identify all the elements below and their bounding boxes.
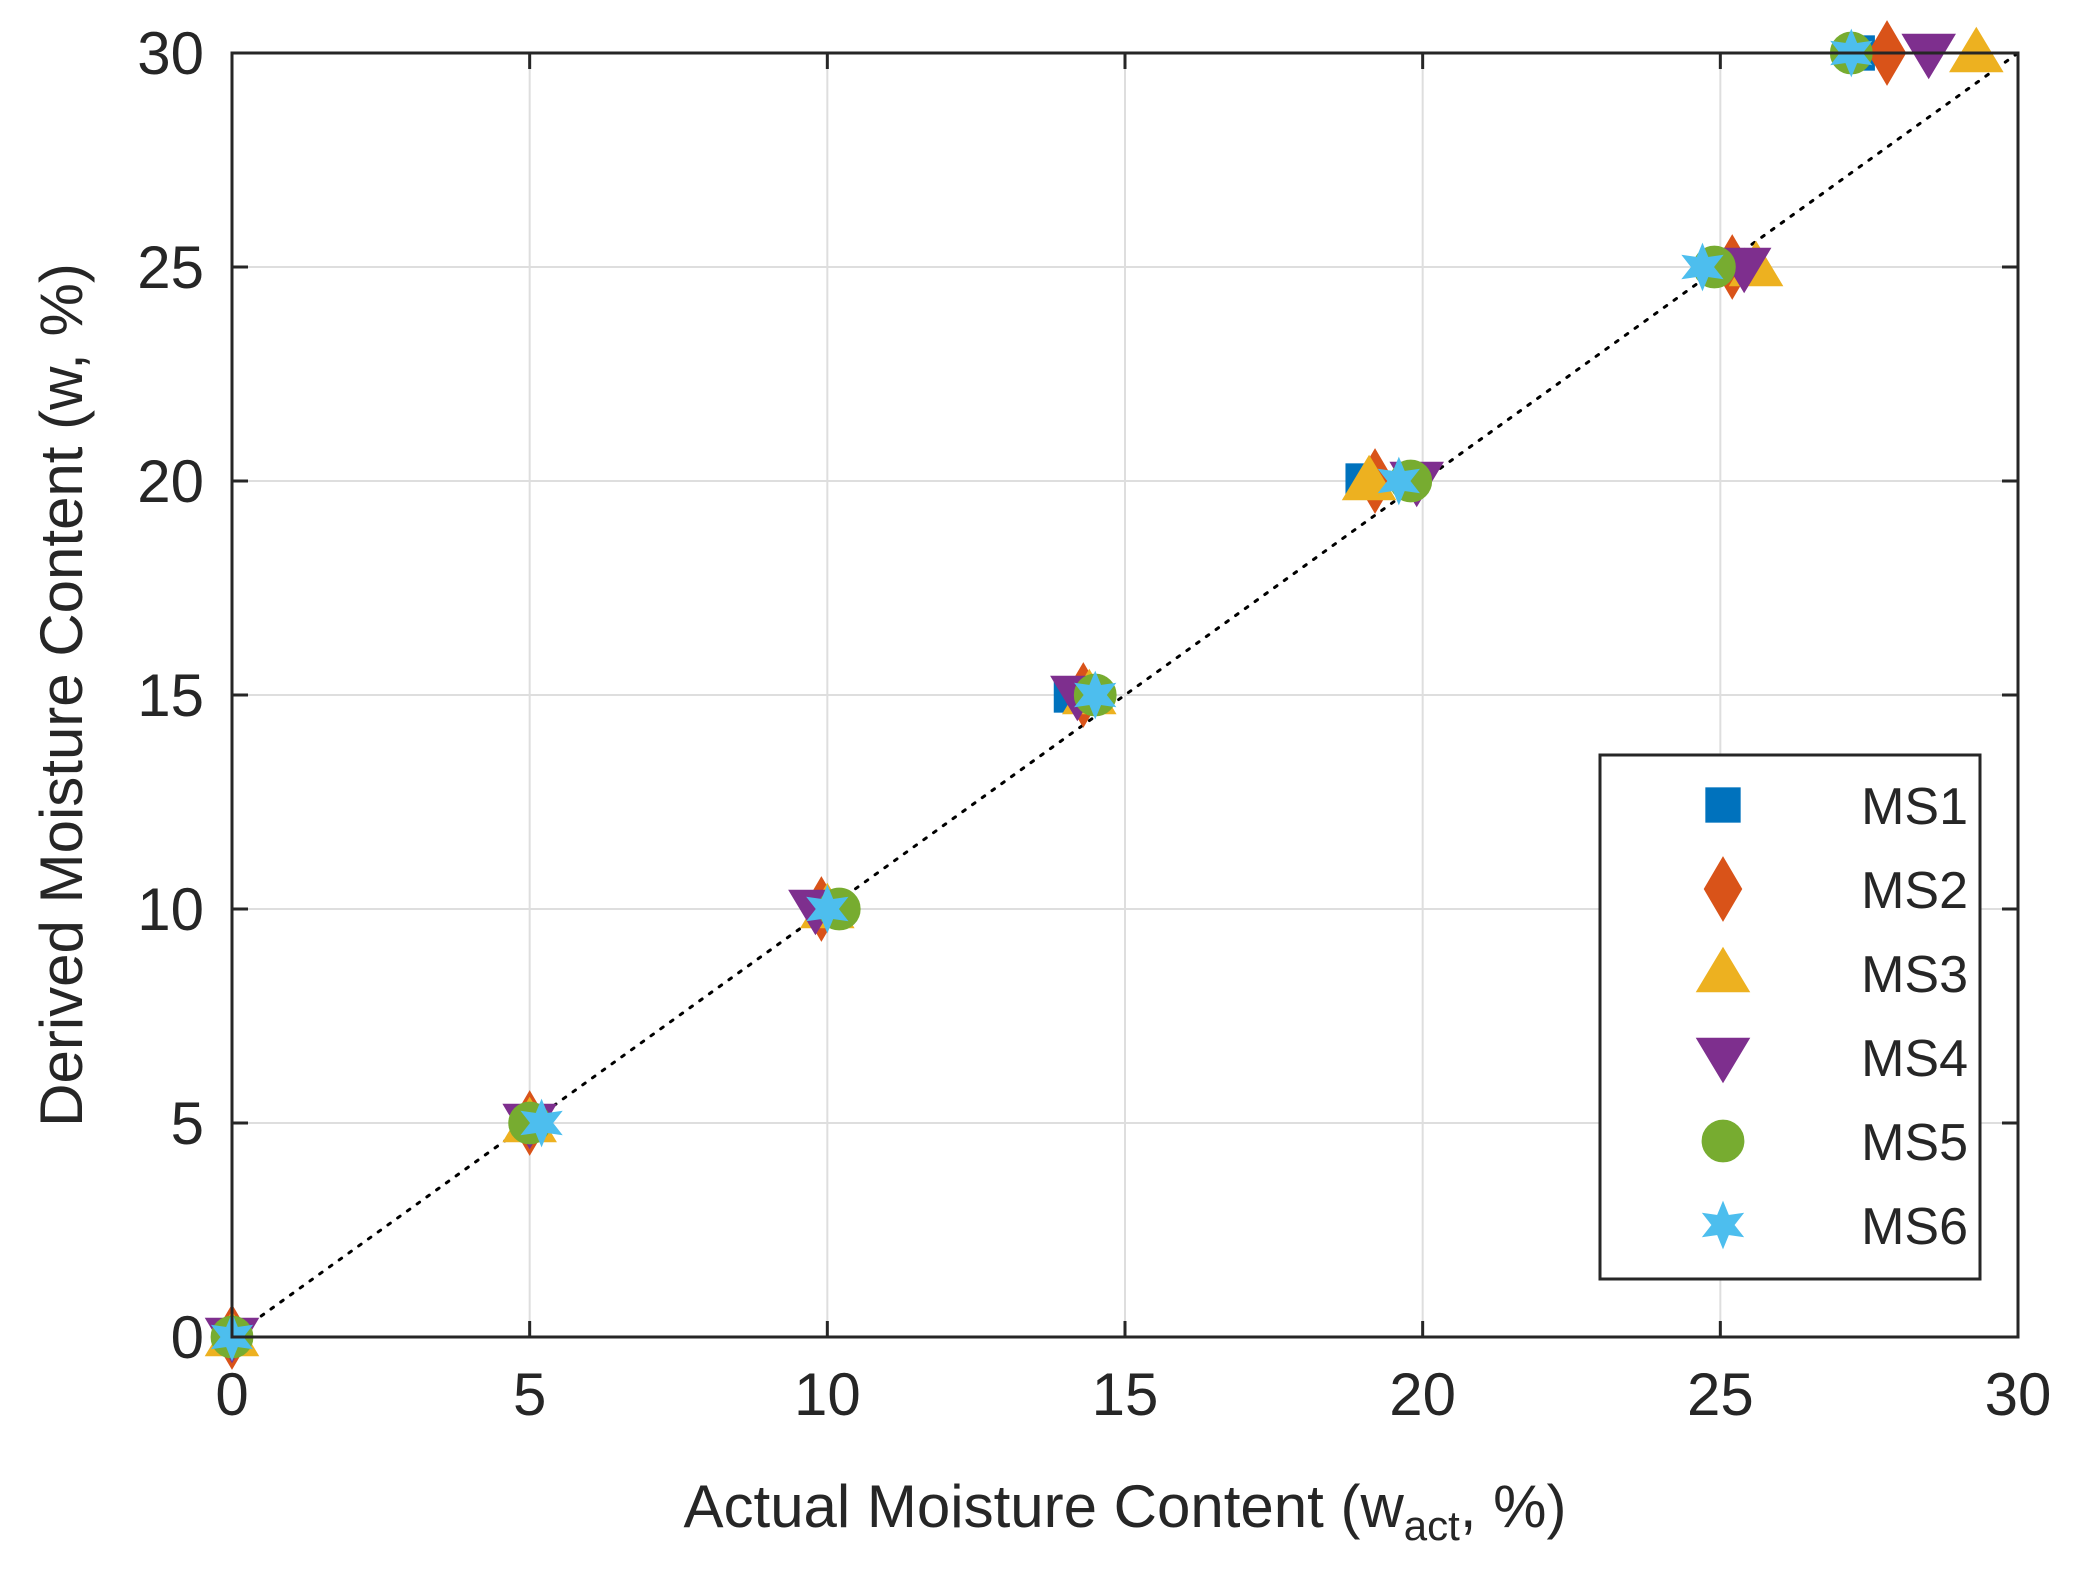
legend-marker-ms3 <box>1695 946 1751 993</box>
legend-label-ms6: MS6 <box>1861 1198 1968 1256</box>
legend-label-ms5: MS5 <box>1861 1114 1968 1172</box>
legend-marker-ms5 <box>1701 1119 1745 1163</box>
legend-item-ms1: MS1 <box>1705 778 1968 836</box>
x-tick-label-6: 30 <box>1985 1361 2052 1428</box>
legend-label-ms1: MS1 <box>1861 778 1968 836</box>
legend-item-ms5: MS5 <box>1701 1114 1968 1172</box>
x-tick-label-1: 5 <box>513 1361 546 1428</box>
legend-box <box>1598 753 1982 1281</box>
y-tick-label-3: 15 <box>137 662 204 729</box>
point-ms4-6 <box>1901 33 1956 80</box>
x-tick-label-2: 10 <box>794 1361 861 1428</box>
legend-label-ms2: MS2 <box>1861 862 1968 920</box>
y-tick-label-5: 25 <box>137 234 204 301</box>
legend-marker-ms4 <box>1695 1037 1751 1084</box>
y-axis-title-tail: , %) <box>28 263 95 370</box>
point-ms6-5 <box>1681 242 1724 292</box>
x-axis-ticks: 0 5 10 15 20 25 30 <box>215 53 2051 1428</box>
x-tick-label-0: 0 <box>215 1361 248 1428</box>
legend-label-ms4: MS4 <box>1861 1030 1968 1088</box>
legend-item-ms4: MS4 <box>1695 1030 1968 1088</box>
y-tick-label-6: 30 <box>137 20 204 87</box>
x-axis-title-main: Actual Moisture Content (w <box>684 1473 1405 1540</box>
x-axis-title-subscript: act <box>1404 1502 1460 1549</box>
legend-marker-ms2 <box>1703 856 1743 922</box>
legend-item-ms6: MS6 <box>1701 1198 1968 1256</box>
point-ms3-6 <box>1949 26 2004 73</box>
y-axis-title-main: Derived Moisture Content (w <box>28 366 95 1127</box>
legend-marker-ms6 <box>1701 1200 1745 1250</box>
y-axis-ticks: 0 5 10 15 20 25 30 <box>137 20 2018 1371</box>
point-ms6-4 <box>1377 456 1421 506</box>
legend-item-ms2: MS2 <box>1703 856 1968 922</box>
legend: MS1 MS2 MS3 MS4 MS5 MS6 <box>1598 753 1982 1281</box>
point-ms6-1 <box>520 1098 563 1148</box>
legend-marker-ms1 <box>1705 787 1741 823</box>
legend-item-ms3: MS3 <box>1695 946 1968 1004</box>
y-tick-label-0: 0 <box>171 1304 204 1371</box>
legend-label-ms3: MS3 <box>1861 946 1968 1004</box>
y-tick-label-4: 20 <box>137 448 204 515</box>
x-tick-label-3: 15 <box>1092 1361 1159 1428</box>
x-tick-label-4: 20 <box>1389 1361 1456 1428</box>
x-tick-label-5: 25 <box>1687 1361 1754 1428</box>
data-points <box>204 20 2004 1370</box>
point-ms6-3 <box>1074 670 1117 720</box>
point-ms6-2 <box>806 884 849 934</box>
y-tick-label-2: 10 <box>137 876 204 943</box>
x-axis-title-tail: , %) <box>1460 1473 1567 1540</box>
legend-items: MS1 MS2 MS3 MS4 MS5 MS6 <box>1695 778 1968 1256</box>
x-axis-title: Actual Moisture Content (wact, %) <box>684 1473 1567 1549</box>
y-tick-label-1: 5 <box>171 1090 204 1157</box>
y-axis-title: Derived Moisture Content (w, %) <box>28 263 95 1127</box>
